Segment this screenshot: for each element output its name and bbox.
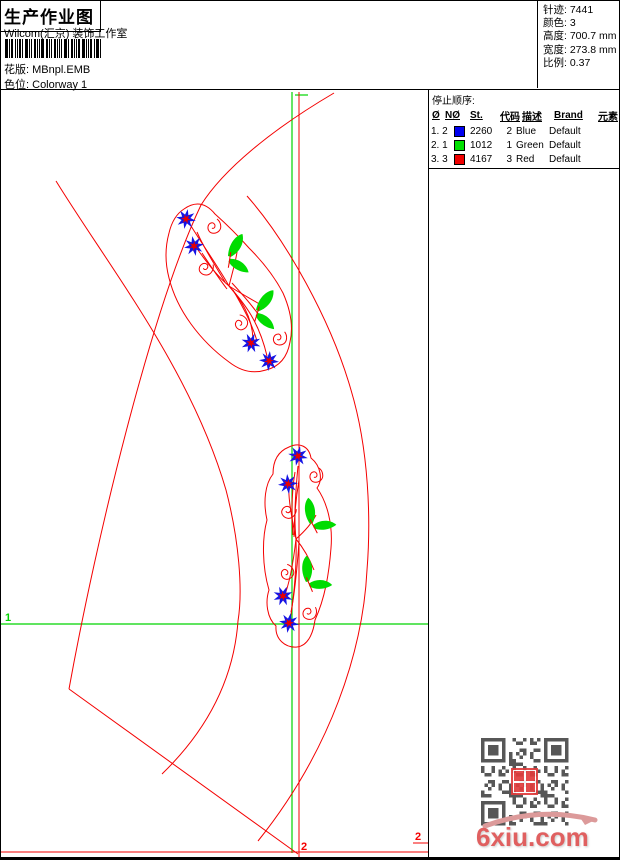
- color-swatch-green: [454, 139, 465, 151]
- studio-name: Wilcom(汇京) 装饰工作室: [4, 28, 128, 40]
- color-swatch-red: [454, 153, 465, 165]
- stop-sequence-panel: 停止顺序: Ø NØ St. 代码 描述 Brand 元素 1. 2 2260 …: [428, 90, 619, 857]
- stat-colors: 颜色: 3: [543, 17, 576, 30]
- row-brand: Default: [549, 125, 581, 137]
- header: 生产作业图 Wilcom(汇京) 装饰工作室 花版: MBnpl.EMB 色位:…: [1, 1, 619, 92]
- hoop-marker-1: 1: [5, 612, 11, 624]
- row-stitches: 4167: [470, 153, 493, 165]
- col-needle: NØ: [445, 110, 460, 121]
- stat-width: 宽度: 273.8 mm: [543, 43, 617, 56]
- watermark: 6xiu.com: [473, 808, 613, 854]
- col-brand: Brand: [554, 110, 583, 121]
- row-brand: Default: [549, 139, 581, 151]
- stat-stitches: 针迹: 7441: [543, 4, 594, 16]
- stem-lines: [190, 225, 268, 357]
- motif-border: [262, 444, 332, 648]
- row-stitches: 2260: [470, 125, 493, 137]
- colorway-row: 色位: Colorway 1: [4, 76, 87, 92]
- col-description: 描述: [522, 112, 542, 123]
- pattern-value: MBnpl.EMB: [32, 64, 91, 76]
- stop-sequence-header-row: Ø NØ St. 代码 描述 Brand 元素: [429, 108, 619, 123]
- col-element: 元素: [598, 112, 618, 123]
- design-stats-box: 针迹: 7441 颜色: 3 高度: 700.7 mm 宽度: 273.8 mm…: [537, 1, 619, 88]
- page-title: 生产作业图: [1, 1, 101, 32]
- colorway-label: 色位:: [4, 79, 30, 91]
- row-seq: 3. 3: [431, 153, 448, 165]
- barcode: [5, 39, 101, 58]
- table-row: 2. 1 1012 1 Green Default: [429, 138, 619, 152]
- col-code: 代码: [500, 112, 520, 123]
- origin-marker-2-right: 2: [415, 831, 421, 843]
- row-description: Red: [516, 153, 535, 165]
- color-swatch-blue: [454, 125, 465, 137]
- table-row: 3. 3 4167 3 Red Default: [429, 152, 619, 166]
- embroidery-motif-upper: [165, 203, 292, 376]
- red-seal-stamp-icon: [511, 768, 538, 795]
- row-code: 2: [506, 125, 512, 137]
- pattern-outline-red: [1, 92, 428, 857]
- swoosh-icon: [482, 811, 598, 828]
- design-canvas: 1 2 2: [1, 92, 428, 857]
- origin-marker-2-bottom: 2: [301, 841, 307, 853]
- row-description: Green: [516, 139, 544, 151]
- col-stitches: St.: [470, 110, 483, 121]
- embroidery-motif-lower: [262, 444, 343, 648]
- row-seq: 2. 1: [431, 139, 448, 151]
- pattern-row: 花版: MBnpl.EMB: [4, 61, 90, 77]
- row-description: Blue: [516, 125, 537, 137]
- watermark-text: 6xiu.com: [476, 822, 589, 852]
- colorway-value: Colorway 1: [32, 79, 88, 91]
- row-code: 1: [506, 139, 512, 151]
- col-hash: Ø: [432, 110, 440, 121]
- row-code: 3: [506, 153, 512, 165]
- row-brand: Default: [549, 153, 581, 165]
- row-stitches: 1012: [470, 139, 493, 151]
- table-bottom-rule: [429, 168, 619, 169]
- stop-sequence-title: 停止顺序:: [432, 96, 475, 107]
- stat-scale: 比例: 0.37: [543, 56, 591, 69]
- row-seq: 1. 2: [431, 125, 448, 137]
- pattern-label: 花版:: [4, 64, 30, 76]
- registration-lines-green: [1, 92, 428, 853]
- table-row: 1. 2 2260 2 Blue Default: [429, 124, 619, 138]
- stat-height: 高度: 700.7 mm: [543, 30, 617, 43]
